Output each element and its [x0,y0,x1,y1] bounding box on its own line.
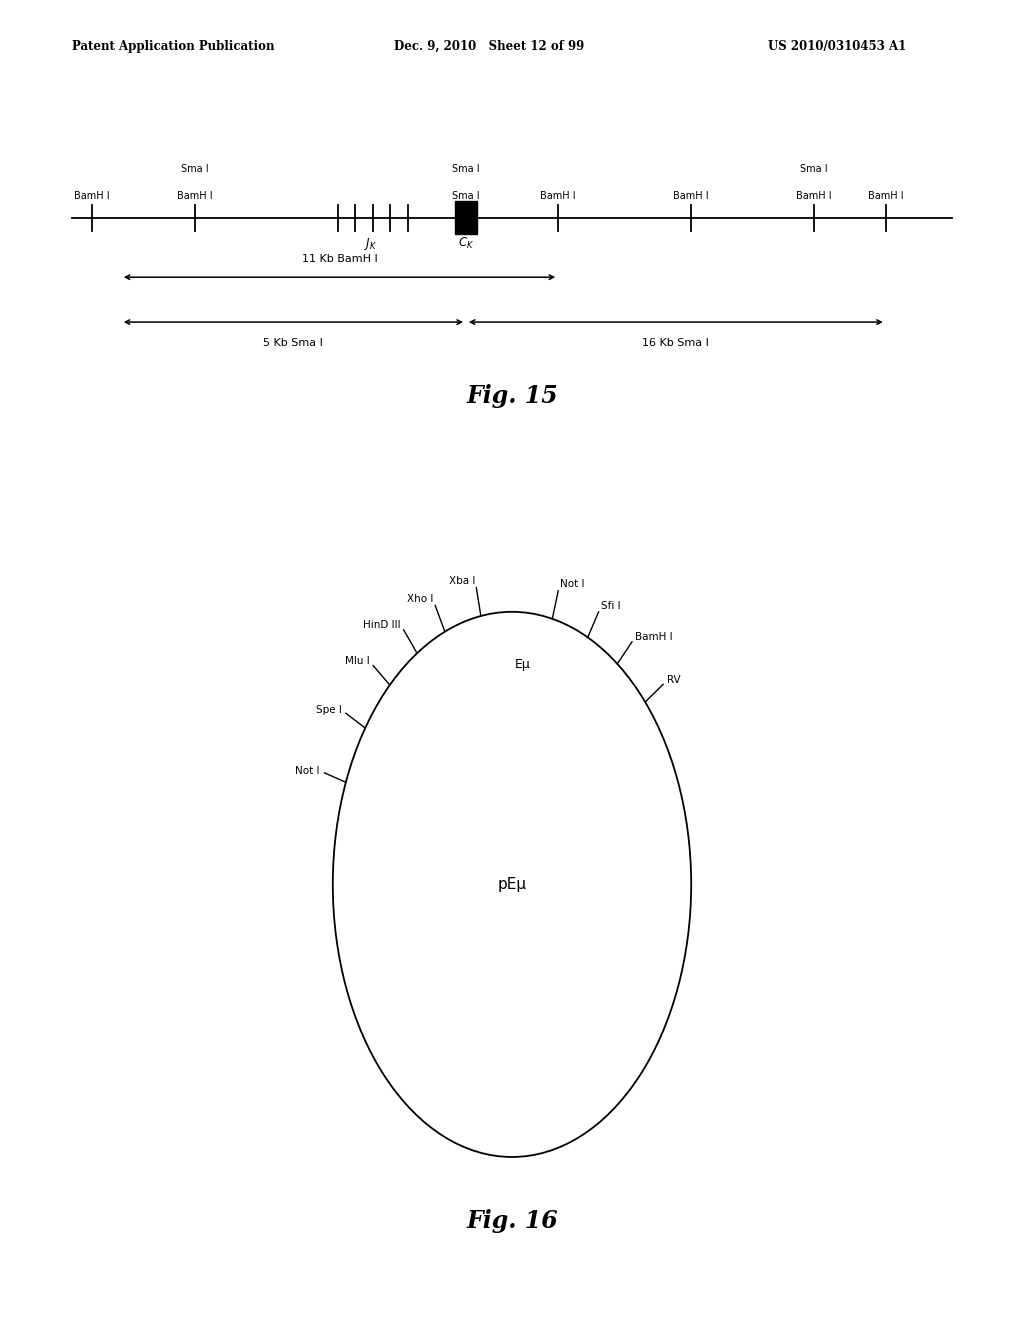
Text: US 2010/0310453 A1: US 2010/0310453 A1 [768,40,906,53]
Text: Spe I: Spe I [315,705,341,715]
Text: Not I: Not I [295,766,319,776]
Text: Fig. 15: Fig. 15 [466,384,558,408]
Text: Eμ: Eμ [514,659,530,671]
Text: HinD III: HinD III [362,619,400,630]
Text: Sma I: Sma I [801,164,827,174]
Text: Mlu I: Mlu I [344,656,370,667]
Bar [455,201,477,235]
Text: Patent Application Publication: Patent Application Publication [72,40,274,53]
Text: 5 Kb Sma I: 5 Kb Sma I [263,338,324,348]
Text: Sfi I: Sfi I [601,601,621,611]
Text: Sma I: Sma I [453,190,479,201]
Text: Xba I: Xba I [449,576,475,586]
Text: 16 Kb Sma I: 16 Kb Sma I [642,338,710,348]
Text: Dec. 9, 2010   Sheet 12 of 99: Dec. 9, 2010 Sheet 12 of 99 [394,40,585,53]
Text: pEμ: pEμ [498,876,526,892]
Text: Fig. 16: Fig. 16 [466,1209,558,1233]
Text: BamH I: BamH I [177,190,212,201]
Text: BamH I: BamH I [868,190,903,201]
Text: BamH I: BamH I [75,190,110,201]
Text: Xho I: Xho I [407,594,433,605]
Text: $J_K$: $J_K$ [364,236,378,252]
Text: $C_K$: $C_K$ [458,236,474,251]
Text: Sma I: Sma I [453,164,479,174]
Text: 11 Kb BamH I: 11 Kb BamH I [302,253,377,264]
Text: BamH I: BamH I [797,190,831,201]
Text: RV: RV [668,676,681,685]
Text: BamH I: BamH I [541,190,575,201]
Text: Not I: Not I [559,579,584,590]
Text: BamH I: BamH I [635,632,673,642]
Text: BamH I: BamH I [674,190,709,201]
Text: Sma I: Sma I [181,164,208,174]
